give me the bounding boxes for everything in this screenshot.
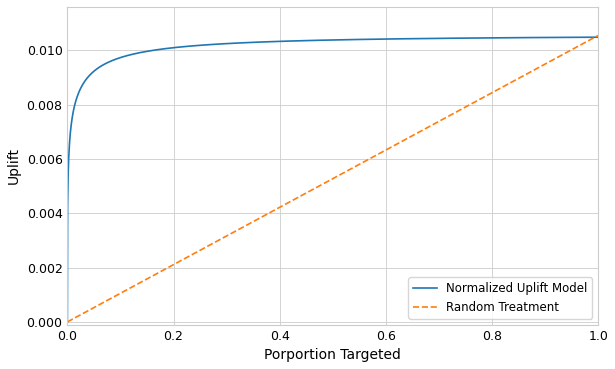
X-axis label: Porportion Targeted: Porportion Targeted	[264, 348, 401, 362]
Random Treatment	[91, 305, 98, 310]
Random Treatment	[595, 33, 602, 38]
Normalized Uplift Model	[595, 35, 602, 39]
Random Treatment	[308, 188, 315, 193]
Normalized Uplift Model	[64, 320, 71, 324]
Line: Random Treatment: Random Treatment	[68, 35, 598, 322]
Random Treatment	[64, 320, 71, 324]
Random Treatment	[579, 42, 587, 46]
Line: Normalized Uplift Model: Normalized Uplift Model	[68, 37, 598, 322]
Normalized Uplift Model	[322, 38, 329, 42]
Random Treatment	[482, 94, 489, 99]
Y-axis label: Uplift: Uplift	[7, 147, 21, 184]
Random Treatment	[322, 180, 329, 185]
Normalized Uplift Model	[308, 38, 315, 43]
Normalized Uplift Model	[482, 36, 489, 40]
Random Treatment	[579, 42, 586, 46]
Normalized Uplift Model	[579, 35, 587, 39]
Normalized Uplift Model	[91, 69, 98, 73]
Legend: Normalized Uplift Model, Random Treatment: Normalized Uplift Model, Random Treatmen…	[408, 277, 592, 319]
Normalized Uplift Model	[579, 35, 586, 39]
